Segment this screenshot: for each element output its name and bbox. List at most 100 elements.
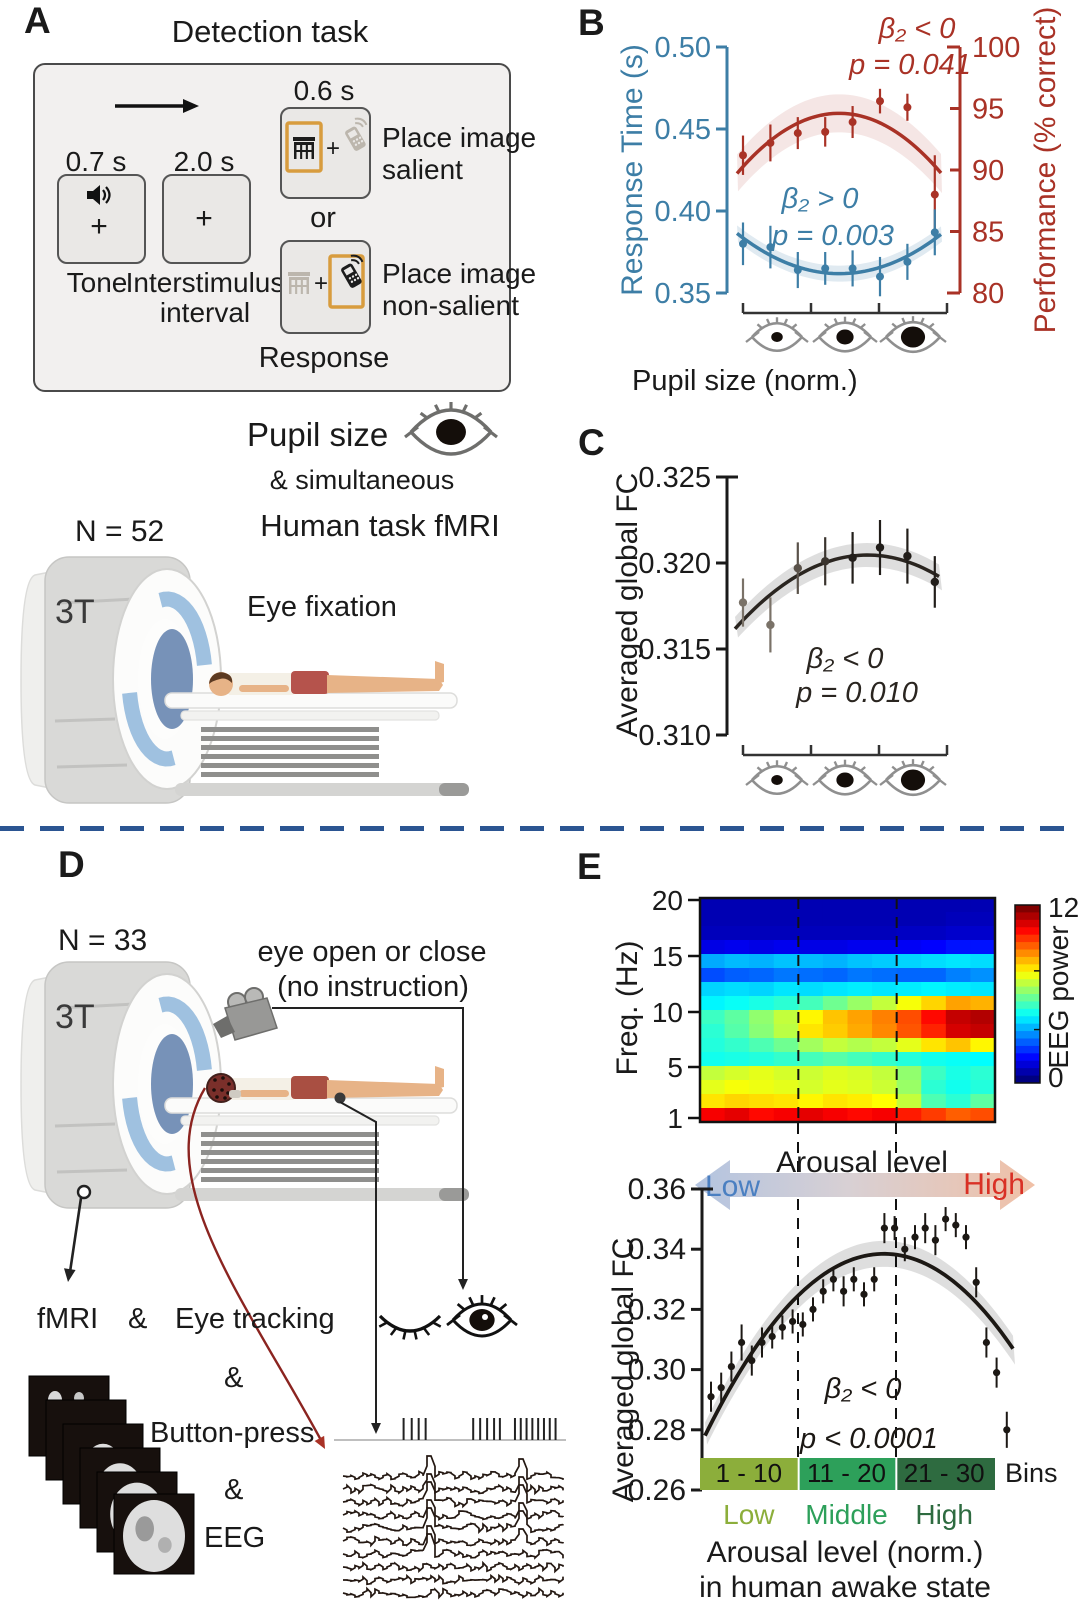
- stim-duration: 0.6 s: [293, 75, 355, 106]
- eye-icon: [446, 1295, 518, 1338]
- svg-text:Averaged global FC: Averaged global FC: [611, 473, 644, 738]
- simultaneous-label: & simultaneous: [269, 465, 455, 495]
- nonsalient-label-1: Place image: [382, 258, 537, 289]
- svg-text:0.45: 0.45: [655, 114, 711, 146]
- ampersand-2: &: [224, 1362, 244, 1394]
- svg-text:EEG power: EEG power: [1043, 925, 1074, 1068]
- eeg-label: EEG: [204, 1522, 266, 1554]
- svg-text:100: 100: [972, 32, 1020, 64]
- svg-text:Freq. (Hz): Freq. (Hz): [611, 941, 644, 1076]
- svg-text:Low: Low: [723, 1499, 775, 1530]
- person-illustration: [206, 1066, 444, 1103]
- svg-text:β₂ < 0: β₂ < 0: [878, 13, 956, 45]
- svg-text:Bins: Bins: [1005, 1458, 1058, 1488]
- svg-text:Performance (% correct): Performance (% correct): [1029, 7, 1062, 334]
- svg-text:Pupil size (norm.): Pupil size (norm.): [632, 365, 858, 397]
- fmri-brain-slices: [28, 1375, 195, 1575]
- eye-fixation-label: Eye fixation: [247, 591, 397, 623]
- svg-text:Averaged global FC: Averaged global FC: [607, 1238, 640, 1503]
- svg-text:0.325: 0.325: [638, 462, 711, 494]
- eye-icon: [879, 759, 947, 796]
- global-fc-series: [733, 520, 942, 653]
- svg-text:0.35: 0.35: [655, 278, 711, 310]
- freq-axis: 20 15 10 5 1 Freq. (Hz): [611, 885, 700, 1134]
- eye-icon: [404, 402, 498, 456]
- panel-c-label: C: [578, 422, 605, 463]
- salient-label-1: Place image: [382, 122, 537, 153]
- svg-text:90: 90: [972, 155, 1004, 187]
- panel-d-label: D: [58, 844, 85, 885]
- ampersand-3: &: [224, 1474, 244, 1506]
- svg-text:p = 0.010: p = 0.010: [795, 677, 918, 709]
- eye-icon: [879, 316, 947, 353]
- svg-text:β₂ < 0: β₂ < 0: [824, 1373, 902, 1405]
- eye-icon: [812, 759, 878, 796]
- isi-fixation-cross: +: [195, 202, 213, 235]
- spectrogram-heatmap: [700, 898, 996, 1123]
- person-illustration: [209, 661, 444, 696]
- svg-text:11 - 20: 11 - 20: [807, 1458, 886, 1488]
- svg-text:0.40: 0.40: [655, 196, 711, 228]
- building-icon-black: [293, 137, 315, 159]
- svg-text:0.26: 0.26: [628, 1474, 686, 1507]
- eye-tracking-label: Eye tracking: [175, 1303, 335, 1335]
- button-press-label: Button-press: [150, 1417, 315, 1449]
- svg-text:80: 80: [972, 278, 1004, 310]
- pupil-size-axis: [741, 303, 949, 353]
- arousal-fc-chart: Arousal level Low High 0.36 0.34 0.32 0.30 0.28…: [607, 1123, 1058, 1601]
- svg-text:p = 0.041: p = 0.041: [848, 49, 971, 81]
- raster-plot: [334, 1418, 566, 1441]
- svg-text:+: +: [326, 135, 340, 162]
- tone-screen: [57, 174, 146, 264]
- svg-text:β₂ > 0: β₂ > 0: [781, 183, 859, 215]
- mri-scanner-eeg-illustration: 3T: [20, 961, 469, 1209]
- svg-text:0: 0: [1048, 1062, 1064, 1093]
- sequence-arrow-icon: [115, 99, 199, 113]
- svg-text:High: High: [915, 1499, 973, 1530]
- bins-bar: 1 - 10 Low 11 - 20 Middle 21 - 30 High Bins: [700, 1458, 1058, 1530]
- eeg-traces: [342, 1455, 564, 1600]
- tone-label: Tone: [66, 267, 128, 298]
- svg-text:5: 5: [667, 1052, 683, 1083]
- isi-screen: [162, 174, 251, 264]
- svg-text:10: 10: [652, 997, 683, 1028]
- eye-icon: [745, 760, 809, 795]
- svg-text:0.36: 0.36: [628, 1173, 686, 1206]
- or-label: or: [310, 202, 336, 234]
- nonsalient-label-2: non-salient: [382, 290, 519, 321]
- human-task-fmri-label: Human task fMRI: [260, 508, 500, 543]
- svg-text:0.30: 0.30: [628, 1354, 686, 1387]
- fmri-label: fMRI: [37, 1303, 99, 1335]
- svg-text:Arousal level (norm.): Arousal level (norm.): [707, 1536, 984, 1569]
- camera-icon: [213, 987, 278, 1041]
- sample-size-n52: N = 52: [75, 515, 165, 548]
- tone-duration: 0.7 s: [65, 146, 127, 177]
- condition-label-2: (no instruction): [277, 971, 469, 1003]
- svg-text:Middle: Middle: [805, 1499, 887, 1530]
- svg-text:3T: 3T: [55, 998, 95, 1036]
- ampersand-1: &: [128, 1303, 148, 1335]
- svg-text:1: 1: [667, 1103, 683, 1134]
- speaker-icon: [87, 185, 111, 205]
- isi-label-1: Interstimulus: [125, 267, 285, 298]
- phone-icon-black: [341, 254, 364, 288]
- svg-text:12: 12: [1048, 892, 1079, 923]
- svg-text:0.50: 0.50: [655, 32, 711, 64]
- svg-text:21 - 30: 21 - 30: [904, 1458, 985, 1488]
- svg-text:1 - 10: 1 - 10: [716, 1458, 783, 1488]
- eye-icon: [745, 317, 809, 352]
- eye-open-close-icons: [378, 1295, 518, 1340]
- panel-a-title: Detection task: [171, 14, 369, 49]
- svg-text:0.32: 0.32: [628, 1293, 686, 1326]
- svg-text:85: 85: [972, 217, 1004, 249]
- svg-text:p = 0.003: p = 0.003: [771, 220, 894, 252]
- panel-e-label: E: [577, 846, 602, 887]
- eye-icon: [812, 316, 878, 353]
- nonsalient-frame-icon: [328, 254, 365, 309]
- response-time-series: [735, 209, 943, 297]
- svg-text:in human awake state: in human awake state: [699, 1571, 991, 1601]
